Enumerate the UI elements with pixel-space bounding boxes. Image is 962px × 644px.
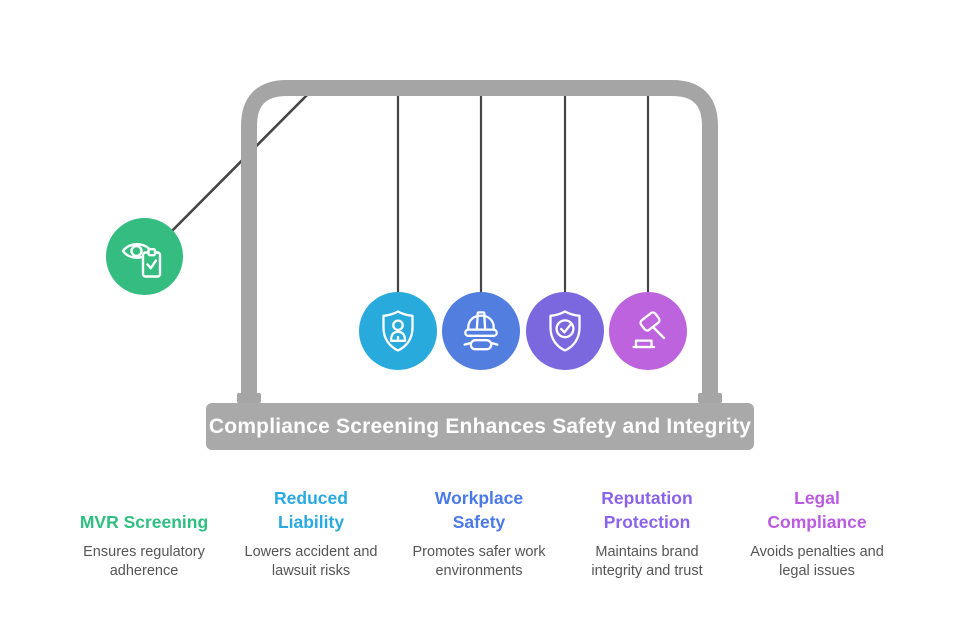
mvr-screening-ball xyxy=(106,218,183,295)
benefit-description: Avoids penalties and legal issues xyxy=(750,544,884,579)
frame-foot-left xyxy=(237,393,261,403)
benefit-mvr-screening: MVR Screening Ensures regulatory adheren… xyxy=(49,486,239,580)
benefit-heading: Legal Compliance xyxy=(767,488,867,532)
reputation-protection-ball xyxy=(526,292,604,370)
benefit-workplace-safety: Workplace Safety Promotes safer work env… xyxy=(384,486,574,580)
benefit-heading: Reduced Liability xyxy=(274,488,348,532)
benefit-heading: MVR Screening xyxy=(79,512,209,532)
benefit-reputation-protection: Reputation Protection Maintains brand in… xyxy=(552,486,742,580)
shield-check-icon xyxy=(549,310,581,352)
hard-hat-icon xyxy=(463,311,499,351)
legal-compliance-ball xyxy=(609,292,687,370)
benefit-description: Promotes safer work environments xyxy=(412,544,546,579)
benefit-heading: Workplace Safety xyxy=(434,488,524,532)
benefit-legal-compliance: Legal Compliance Avoids penalties and le… xyxy=(722,486,912,580)
frame-bar xyxy=(241,80,718,399)
benefit-heading: Reputation Protection xyxy=(601,488,693,532)
benefit-description: Maintains brand integrity and trust xyxy=(591,544,703,579)
title-text: Compliance Screening Enhances Safety and… xyxy=(208,414,752,438)
title-bar: Compliance Screening Enhances Safety and… xyxy=(206,403,754,450)
gavel-icon xyxy=(632,311,666,349)
benefit-description: Ensures regulatory adherence xyxy=(83,544,205,579)
shield-person-icon xyxy=(382,310,414,352)
workplace-safety-ball xyxy=(442,292,520,370)
benefit-description: Lowers accident and lawsuit risks xyxy=(244,544,378,579)
frame-foot-right xyxy=(698,393,722,403)
eye-clipboard-icon xyxy=(121,242,161,278)
swing-string xyxy=(159,89,313,244)
benefit-reduced-liability: Reduced Liability Lowers accident and la… xyxy=(216,486,406,580)
reduced-liability-ball xyxy=(359,292,437,370)
